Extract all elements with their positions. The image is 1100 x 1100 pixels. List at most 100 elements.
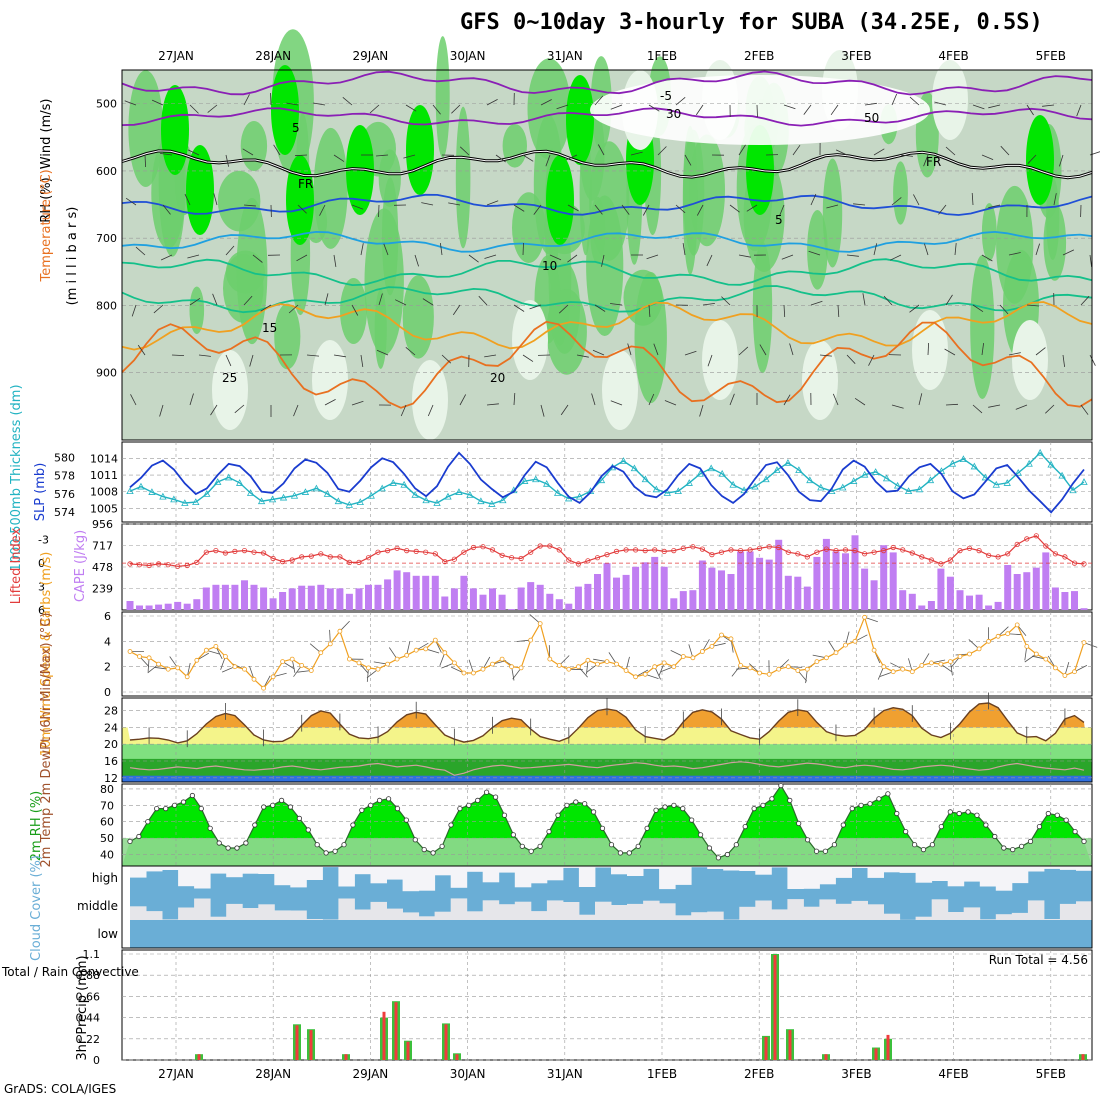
cloud-high-clear [659, 866, 676, 890]
isotherm [121, 107, 1093, 127]
wind-barb [324, 399, 336, 406]
wind-barb [945, 403, 959, 406]
contour-label: 30 [666, 107, 681, 121]
lifted-index-point [499, 552, 505, 558]
run-total-label: Run Total = 4.56 [989, 953, 1088, 967]
precip-conv-bar [764, 1036, 768, 1060]
thickness-point [619, 457, 628, 464]
thickness-point [181, 499, 189, 506]
cape-bar [202, 587, 210, 610]
cape-bar [555, 599, 563, 610]
rh2m-point [760, 802, 766, 808]
cape-bar [136, 605, 143, 610]
wind-barb [1008, 252, 1021, 256]
lifted-index-point [508, 555, 515, 561]
rh2m-point [287, 804, 294, 810]
wind-barb [260, 304, 272, 312]
wind-speed-point [604, 659, 610, 664]
rh2m-point [974, 812, 980, 818]
cape-bar [221, 584, 229, 610]
wind-barb [306, 354, 320, 357]
thickness-point [553, 489, 562, 496]
cloud-high-clear [979, 866, 997, 887]
wind-barb [486, 403, 499, 406]
wind-barb [440, 243, 443, 256]
precip-conv-bar [406, 1041, 410, 1060]
rh2m-point [983, 822, 989, 828]
wind-barb [830, 104, 839, 116]
cloud-mid-clear [386, 908, 403, 920]
isotherm [121, 285, 1093, 314]
cloud-mid-clear [450, 898, 468, 920]
cape-bar [813, 556, 821, 610]
lifted-index-point [919, 554, 925, 560]
wind-barb [360, 243, 364, 256]
cloud-high-clear [675, 866, 692, 885]
wind-barb [333, 154, 345, 162]
thickness-point [784, 458, 792, 466]
cape-bar [412, 575, 420, 610]
cloud-mid-clear [530, 911, 548, 920]
wind-barb [395, 299, 407, 306]
cold-band [122, 775, 1092, 782]
top-date-label: 29JAN [353, 49, 389, 63]
cape-bar [784, 575, 792, 610]
wind-speed-point [652, 664, 658, 670]
thickness-point [411, 490, 419, 498]
rh-bright-blob [406, 105, 434, 195]
contour-label: 5 [292, 121, 300, 135]
lifted-index-point [175, 563, 181, 569]
upper-air-frame [121, 69, 1093, 441]
wind-barb [383, 243, 389, 256]
wind-speed-point [461, 670, 467, 676]
wind-barb [452, 304, 461, 316]
wind-barb [835, 149, 848, 156]
lifted-index-point [299, 554, 305, 560]
wind-speed-point [222, 654, 228, 659]
wind-speed-point [633, 674, 638, 680]
thickness-tick-label: 578 [54, 470, 75, 483]
thickness-line [129, 451, 1085, 506]
rh2m-point [1045, 810, 1051, 817]
cloud-high-clear [306, 866, 323, 880]
cape-bar [946, 576, 954, 610]
wind-barb [675, 204, 686, 214]
lifted-index-point [461, 549, 467, 555]
rh2m-point [965, 809, 971, 815]
slp-tick-label: 1011 [90, 469, 118, 482]
rh2m-point [528, 848, 534, 854]
thickness-point [257, 497, 266, 505]
wind-barb [567, 204, 579, 212]
cloud-high-clear [643, 866, 660, 869]
thickness-point [225, 473, 233, 481]
rh2m-point [929, 842, 936, 848]
wind-barb [707, 354, 713, 367]
rh-dry-blob [602, 350, 638, 430]
thickness-axis-label-part: 1000-500mb Thickness (dm) [9, 384, 24, 571]
rh-green-blob [682, 125, 698, 275]
wind-barb [495, 154, 506, 163]
wind-barb [187, 149, 200, 156]
wind-barb [225, 245, 235, 256]
wind-barb [270, 92, 272, 106]
cloud-mid-clear [434, 911, 452, 920]
wind-barb [153, 304, 164, 314]
wind-barb [738, 254, 751, 258]
lifted-index-point [318, 551, 324, 557]
cape-tick-label: 717 [92, 540, 113, 553]
lifted-index-point [995, 554, 1001, 560]
wind-speed-point [795, 668, 801, 673]
wind-barb [803, 104, 812, 115]
wind-barb [759, 344, 767, 356]
wind-speed-point [747, 665, 753, 671]
cloud-high-clear [466, 866, 484, 872]
wind-speed-point [184, 674, 190, 680]
lifted-index-point [976, 547, 982, 554]
wind-barb [351, 400, 364, 406]
lifted-index-point [203, 549, 209, 555]
cape-bar [574, 586, 582, 610]
wind-barb [297, 204, 307, 214]
wind-speed-point [871, 647, 877, 653]
top-date-label: 27JAN [158, 49, 194, 63]
wind-barb [1089, 354, 1096, 366]
